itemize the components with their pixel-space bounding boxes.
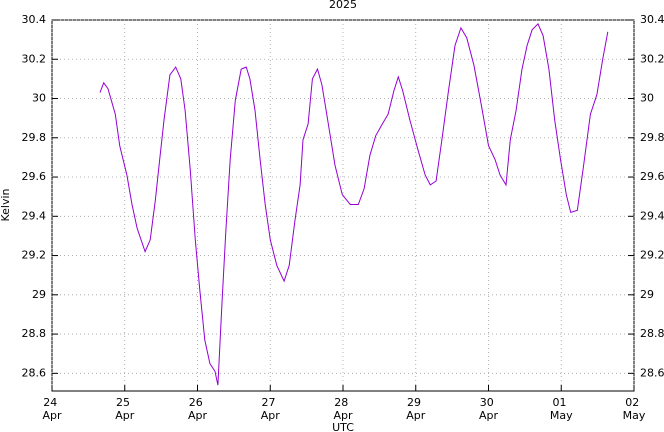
y2-tick-label: 28.8 — [640, 327, 664, 340]
y2-tick-label: 30.2 — [640, 52, 664, 65]
y-axis-label: Kelvin — [0, 188, 12, 221]
x-tick-label: 27 Apr — [261, 396, 281, 422]
plot-frame — [51, 19, 635, 392]
x-tick-label: 25 Apr — [115, 396, 135, 422]
y2-tick-label: 29.4 — [640, 209, 664, 222]
y2-tick-label: 29.8 — [640, 131, 664, 144]
y2-tick-label: 28.6 — [640, 366, 664, 379]
y-tick-label: 29.8 — [22, 131, 47, 144]
x-tick-label: 30 Apr — [479, 396, 499, 422]
y-tick-label: 30.4 — [22, 13, 47, 26]
y2-tick-label: 29.6 — [640, 170, 664, 183]
y-tick-label: 28.8 — [22, 327, 47, 340]
y2-tick-label: 30.4 — [640, 13, 664, 26]
x-tick-label: 28 Apr — [333, 396, 353, 422]
x-tick-label: 29 Apr — [406, 396, 426, 422]
y2-tick-label: 29.2 — [640, 249, 664, 262]
y-tick-label: 30.2 — [22, 52, 47, 65]
y-tick-label: 29.2 — [22, 249, 47, 262]
y-tick-label: 29.6 — [22, 170, 47, 183]
y2-tick-label: 30 — [640, 92, 654, 105]
x-tick-label: 01 May — [550, 396, 573, 422]
y-tick-label: 29.4 — [22, 209, 47, 222]
y-tick-label: 30 — [32, 92, 46, 105]
x-axis-label: UTC — [332, 421, 354, 432]
x-tick-label: 26 Apr — [188, 396, 208, 422]
x-tick-label: 24 Apr — [42, 396, 62, 422]
x-tick-label: 02 May — [623, 396, 646, 422]
y2-tick-label: 29 — [640, 288, 654, 301]
y-tick-label: 28.6 — [22, 366, 47, 379]
y-tick-label: 29 — [32, 288, 46, 301]
chart-title: 2025 — [329, 0, 357, 11]
data-line — [99, 23, 609, 386]
